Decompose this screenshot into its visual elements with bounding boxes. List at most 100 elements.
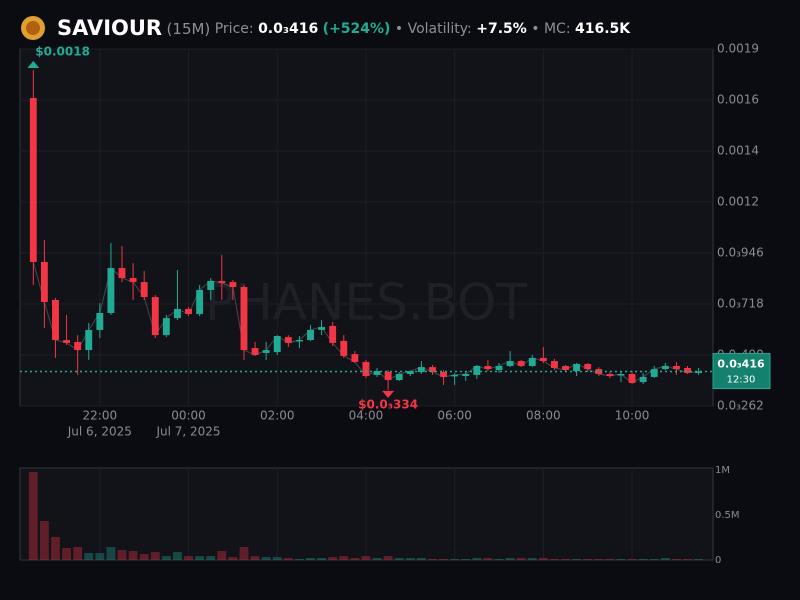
- x-tick-label: 00:00: [171, 409, 206, 423]
- candle-body: [517, 361, 525, 366]
- volatility: +7.5%: [476, 21, 527, 37]
- volume-bar: [627, 559, 637, 560]
- volume-bar: [660, 558, 670, 560]
- volume-bar: [538, 558, 548, 560]
- candle-body: [96, 312, 104, 330]
- candle-body: [506, 361, 514, 366]
- candle-body: [340, 340, 348, 356]
- candle-body: [351, 354, 359, 362]
- volume-bar: [649, 559, 659, 560]
- y-tick-label: 0.0016: [717, 93, 759, 107]
- candle-body: [295, 340, 303, 342]
- x-tick-label: 22:00: [83, 409, 118, 423]
- market-cap: 416.5K: [575, 21, 631, 37]
- candle-body: [262, 350, 270, 353]
- high-marker: [27, 61, 40, 69]
- volume-bar: [416, 558, 426, 560]
- candle-body: [240, 287, 248, 351]
- volume-bar: [239, 547, 249, 560]
- volume-bar: [572, 559, 582, 560]
- volume-tick-label: 1M: [715, 465, 730, 476]
- volume-bar: [671, 559, 681, 560]
- candle-body: [151, 297, 159, 336]
- candle-body: [562, 365, 569, 370]
- high-label: $0.0018: [35, 45, 90, 59]
- y-tick-label: 0.0₃262: [717, 399, 764, 413]
- candle-body: [284, 337, 292, 343]
- candle-body: [551, 361, 558, 368]
- candle-body: [473, 365, 481, 375]
- volume-bar: [294, 559, 304, 560]
- token-name: SAVIOUR: [57, 16, 162, 40]
- x-tick-label: 10:00: [615, 409, 650, 423]
- volume-bar: [616, 559, 626, 560]
- header: SAVIOUR (15M) Price: 0.0₃416 (+524%) • V…: [57, 16, 631, 40]
- candle-body: [451, 374, 459, 377]
- volume-bar: [117, 550, 127, 560]
- volume-tick-label: 0: [715, 555, 721, 566]
- candle-body: [373, 371, 381, 375]
- x-tick-label: 06:00: [437, 409, 472, 423]
- candle-body: [218, 280, 226, 283]
- volatility-label: • Volatility:: [395, 21, 472, 37]
- date-label: Jul 7, 2025: [155, 425, 220, 439]
- candle-body: [495, 365, 503, 370]
- candle-body: [273, 335, 281, 353]
- candle-body: [85, 329, 93, 351]
- candle-body: [528, 357, 536, 366]
- volume-bar: [383, 556, 393, 560]
- candle-body: [606, 374, 614, 377]
- volume-bar: [405, 558, 415, 560]
- volume-bar: [350, 558, 360, 560]
- volume-bar: [561, 559, 570, 560]
- volume-bar: [317, 558, 327, 560]
- volume-bar: [450, 559, 460, 560]
- volume-bar: [394, 558, 404, 560]
- x-tick-label: 08:00: [526, 409, 561, 423]
- candle-body: [406, 371, 414, 375]
- date-label: Jul 6, 2025: [67, 425, 132, 439]
- candle-body: [650, 369, 658, 377]
- candle-body: [29, 97, 37, 262]
- y-tick-label: 0.0₃946: [717, 246, 764, 260]
- candle-body: [307, 329, 314, 341]
- candle-body: [185, 308, 192, 315]
- candle-body: [74, 342, 82, 351]
- x-tick-label: 02:00: [260, 409, 295, 423]
- candle-body: [384, 372, 392, 381]
- volume-bar: [250, 556, 260, 560]
- volume-bar: [195, 556, 205, 560]
- y-tick-label: 0.0₃718: [717, 297, 764, 311]
- candle-body: [684, 367, 691, 373]
- candle-body: [52, 299, 59, 341]
- candle-body: [318, 327, 326, 330]
- volume-bar: [638, 559, 648, 560]
- interval: (15M): [167, 20, 211, 38]
- volume-bar: [161, 556, 171, 560]
- volume-bar: [73, 547, 83, 560]
- volume-tick-label: 0.5M: [715, 510, 740, 521]
- volume-bar: [28, 471, 38, 560]
- volume-bar: [283, 558, 293, 560]
- candle-body: [329, 325, 337, 343]
- volume-bar: [461, 559, 471, 560]
- mc-label: • MC:: [531, 21, 570, 37]
- volume-bar: [206, 556, 216, 560]
- y-tick-label: 0.0012: [717, 195, 759, 209]
- candle-body: [584, 363, 592, 370]
- low-marker: [382, 390, 395, 398]
- volume-bar: [328, 557, 338, 560]
- candle-body: [107, 267, 115, 313]
- volume-bar: [339, 556, 349, 560]
- candle-body: [595, 369, 603, 375]
- volume-bar: [439, 559, 448, 560]
- candle-body: [462, 374, 470, 377]
- price-label: Price:: [215, 21, 254, 37]
- volume-bar: [694, 559, 704, 560]
- candle-body: [63, 340, 71, 343]
- volume-bar: [228, 557, 238, 560]
- volume-bar: [472, 558, 482, 560]
- y-tick-label: 0.0014: [717, 144, 759, 158]
